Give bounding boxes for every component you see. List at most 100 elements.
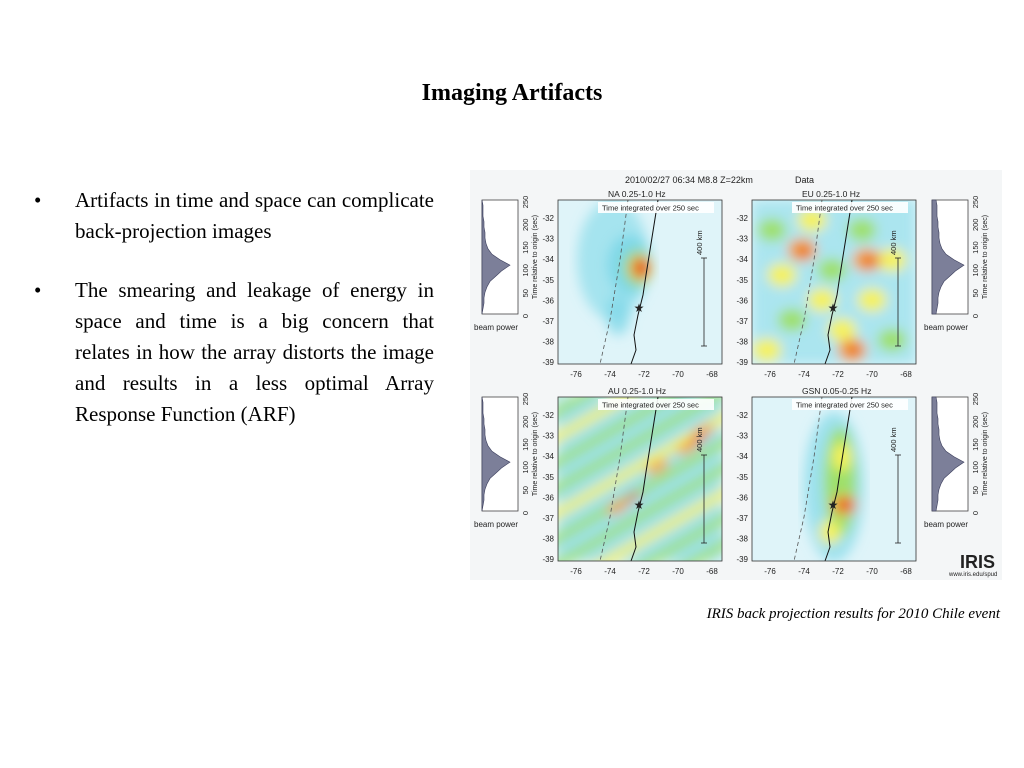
time-tick-label: 100	[971, 461, 980, 474]
heatmap	[558, 200, 722, 364]
bullet-marker: •	[34, 278, 42, 302]
time-axis-label: Time relative to origin (sec)	[982, 215, 989, 299]
time-tick-label: 150	[971, 438, 980, 451]
back-projection-image: 2010/02/27 06:34 M8.8 Z=22km Data NA 0.2…	[474, 175, 997, 578]
figure-header-data: Data	[795, 175, 814, 185]
panel-label: AU 0.25-1.0 Hz	[608, 386, 666, 396]
energy-zone	[768, 264, 796, 286]
heatmap-energy	[752, 200, 916, 364]
energy-stripe	[558, 413, 722, 561]
time-tick-label: 250	[971, 196, 980, 209]
beam-power-label: beam power	[924, 520, 968, 529]
time-tick-label: 100	[521, 461, 530, 474]
lon-tick-label: -76	[764, 567, 776, 576]
energy-zone	[878, 249, 906, 271]
energy-peak	[799, 248, 809, 256]
lat-tick-label: -34	[542, 452, 554, 461]
integrated-label-box	[792, 202, 908, 213]
lat-tick-label: -34	[542, 255, 554, 264]
lat-tick-label: -34	[736, 255, 748, 264]
integrated-label-box	[598, 399, 714, 410]
heatmap-energy	[558, 397, 722, 561]
time-tick-label: 50	[971, 486, 980, 494]
lon-tick-label: -74	[798, 567, 810, 576]
lon-tick-label: -70	[866, 370, 878, 379]
energy-zone	[878, 329, 906, 351]
lon-tick-label: -70	[866, 567, 878, 576]
energy-zone	[692, 424, 714, 440]
heatmap	[558, 397, 722, 561]
energy-peak	[865, 258, 875, 266]
back-projection-figure: 2010/02/27 06:34 M8.8 Z=22km Data NA 0.2…	[470, 170, 1002, 580]
energy-zone	[808, 289, 836, 311]
beam-power-trace	[481, 396, 511, 512]
energy-zone	[828, 319, 856, 341]
epicenter-star-icon: ★	[828, 498, 839, 512]
panel-label: EU 0.25-1.0 Hz	[802, 189, 860, 199]
time-axis-label: Time relative to origin (sec)	[532, 215, 539, 299]
slide-title: Imaging Artifacts	[421, 80, 603, 106]
coastline	[630, 200, 659, 364]
beam-power-trace	[481, 199, 511, 315]
energy-stripes	[558, 397, 722, 561]
lat-tick-label: -37	[542, 317, 554, 326]
panel-label: GSN 0.05-0.25 Hz	[802, 386, 871, 396]
energy-peak	[625, 492, 641, 502]
time-tick-label: 100	[971, 264, 980, 277]
energy-peak	[690, 434, 706, 444]
lat-tick-label: -33	[542, 432, 554, 441]
lat-tick-label: -32	[542, 214, 554, 223]
time-tick-label: 250	[521, 196, 530, 209]
lon-tick-label: -74	[604, 567, 616, 576]
lon-tick-label: -72	[832, 370, 844, 379]
panel-na: NA 0.25-1.0 Hz ★ Time integrated over 250 …	[542, 189, 723, 379]
energy-zone	[758, 219, 786, 241]
scale-label: 400 km	[695, 230, 704, 255]
energy-stripe	[558, 451, 722, 561]
iris-logo-url: www.iris.edu/spud	[948, 572, 997, 578]
lat-tick-label: -38	[736, 338, 748, 347]
lat-tick-label: -37	[736, 514, 748, 523]
integrated-label-box	[792, 399, 908, 410]
lat-tick-label: -35	[542, 276, 554, 285]
epicenter-star-icon: ★	[634, 301, 645, 315]
map-frame	[751, 396, 917, 562]
coastline	[824, 200, 853, 364]
energy-zone	[753, 339, 781, 361]
energy-zone	[606, 295, 630, 335]
time-tick-label: 0	[521, 314, 530, 318]
energy-zone	[858, 289, 886, 311]
lat-tick-label: -32	[736, 214, 748, 223]
beam-power-trace	[931, 199, 965, 315]
time-tick-label: 150	[521, 438, 530, 451]
integrated-label-box	[598, 202, 714, 213]
lat-tick-label: -36	[542, 493, 554, 502]
lat-tick-label: -36	[542, 296, 554, 305]
energy-stripe	[558, 397, 722, 506]
lon-tick-label: -76	[570, 567, 582, 576]
lon-tick-label: -74	[798, 370, 810, 379]
time-tick-label: 50	[971, 289, 980, 297]
integrated-label: Time integrated over 250 sec	[602, 204, 699, 213]
map-frame	[557, 396, 723, 562]
lat-tick-label: -37	[736, 317, 748, 326]
beam-power-label: beam power	[474, 323, 518, 332]
panel-gsn: GSN 0.05-0.25 Hz ★ Time integrated over 25…	[736, 386, 917, 576]
lat-tick-label: -38	[542, 338, 554, 347]
bullet-marker: •	[34, 188, 42, 212]
time-tick-label: 0	[971, 314, 980, 318]
time-tick-label: 200	[971, 416, 980, 429]
time-tick-label: 150	[971, 241, 980, 254]
energy-peak	[636, 260, 648, 276]
epicenter-star-icon: ★	[828, 301, 839, 315]
time-axis-label: Time relative to origin (sec)	[532, 412, 539, 496]
iris-logo-text: IRIS	[960, 552, 995, 572]
lon-tick-label: -68	[900, 567, 912, 576]
panel-au: AU 0.25-1.0 Hz ★ Time integrated over 250 …	[542, 386, 723, 576]
lon-tick-label: -72	[832, 567, 844, 576]
lat-tick-label: -36	[736, 296, 748, 305]
lat-tick-label: -33	[542, 235, 554, 244]
